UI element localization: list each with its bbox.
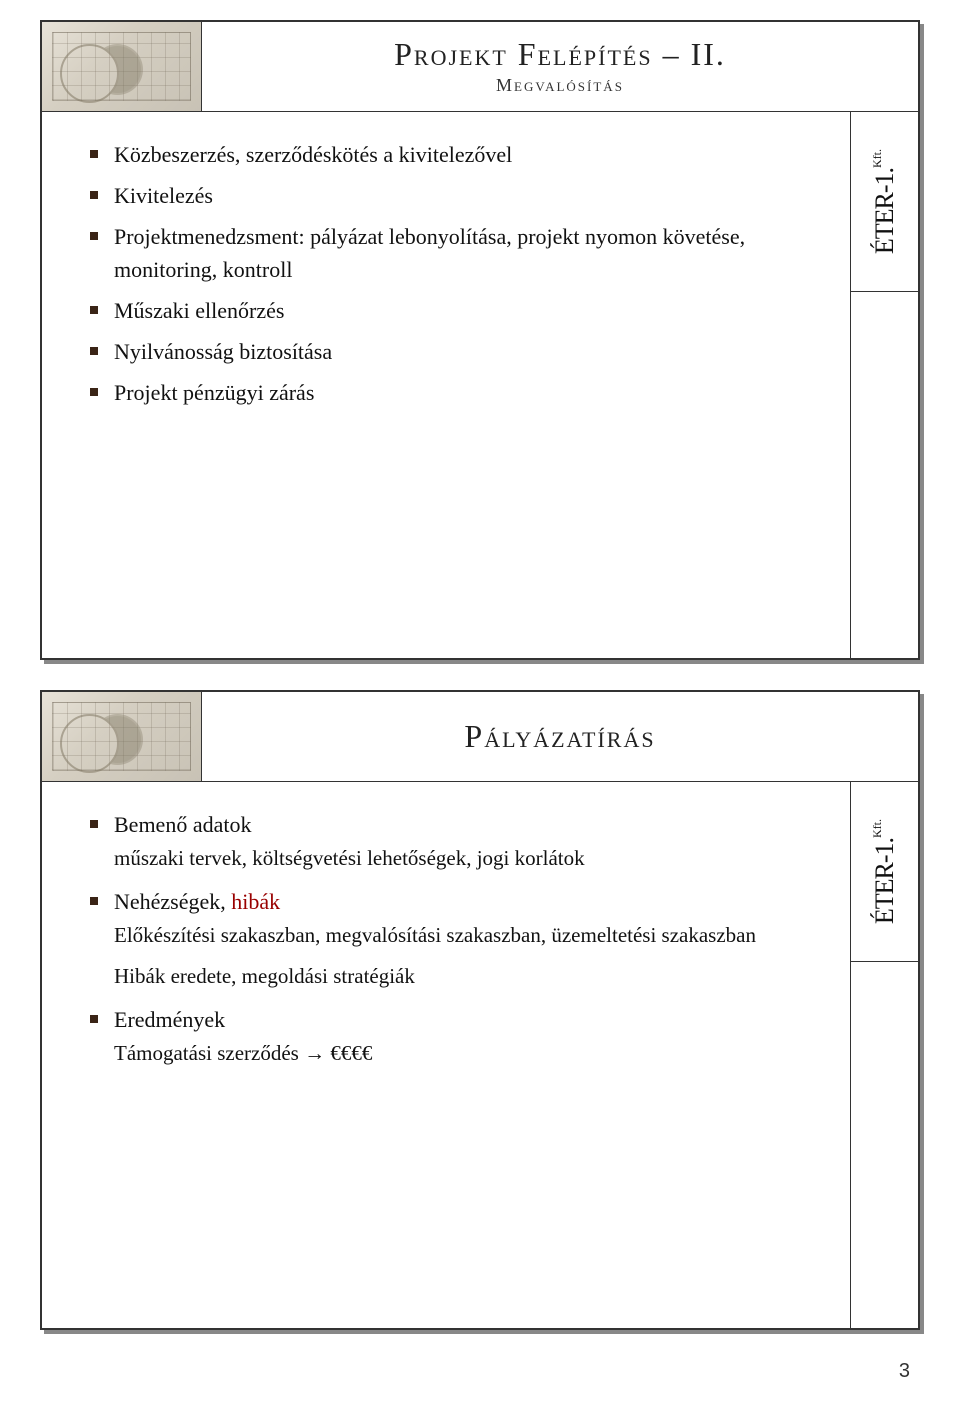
sidebar-spacer [851,962,918,1328]
sub-a: Támogatási szerződés [114,1041,304,1065]
item-label: Eredmények [114,1007,225,1032]
slide2-header: Pályázatírás [42,692,918,782]
slide-2: Pályázatírás Bemenő adatok műszaki terve… [40,690,920,1330]
slide-1: Projekt Felépítés – II. Megvalósítás Köz… [40,20,920,660]
logo-suffix: Kft. [870,819,884,838]
blueprint-thumbnail [42,692,202,781]
slide2-title: Pályázatírás [464,719,655,754]
logo-text: ÉTER-1.Kft. [870,149,900,254]
sub-b: €€€€ [325,1041,372,1065]
slide2-list: Bemenő adatok műszaki tervek, költségvet… [90,808,820,1069]
item-sub: Előkészítési szakaszban, megvalósítási s… [114,920,820,952]
logo-suffix: Kft. [870,149,884,168]
list-item-nehezsegek: Nehézségek, hibák Előkészítési szakaszba… [90,885,820,993]
list-item-bemeno: Bemenő adatok műszaki tervek, költségvet… [90,808,820,875]
list-item: Műszaki ellenőrzés [90,294,820,327]
page-number: 3 [40,1360,920,1383]
logo-text: ÉTER-1.Kft. [870,819,900,924]
slide1-title: Projekt Felépítés – II. [394,37,726,72]
slide2-content: Bemenő adatok műszaki tervek, költségvet… [42,782,850,1328]
sidebar-spacer [851,292,918,658]
list-item: Nyilvánosság biztosítása [90,335,820,368]
slide2-title-block: Pályázatírás [202,692,918,781]
item-sub: Támogatási szerződés → €€€€ [114,1038,820,1070]
item-label-b: hibák [231,889,280,914]
item-sub: Hibák eredete, megoldási stratégiák [114,961,820,993]
list-item: Projektmenedzsment: pályázat lebonyolítá… [90,220,820,286]
slide1-title-block: Projekt Felépítés – II. Megvalósítás [202,22,918,111]
logo-cell: ÉTER-1.Kft. [851,782,918,962]
list-item-eredmenyek: Eredmények Támogatási szerződés → €€€€ [90,1003,820,1070]
slide2-body: Bemenő adatok műszaki tervek, költségvet… [42,782,918,1328]
list-item: Projekt pénzügyi zárás [90,376,820,409]
list-item: Kivitelezés [90,179,820,212]
slide1-content: Közbeszerzés, szerződéskötés a kivitelez… [42,112,850,658]
item-label-a: Nehézségek, [114,889,231,914]
slide1-header: Projekt Felépítés – II. Megvalósítás [42,22,918,112]
item-sub: műszaki tervek, költségvetési lehetősége… [114,843,820,875]
slide2-sidebar: ÉTER-1.Kft. [850,782,918,1328]
slide1-body: Közbeszerzés, szerződéskötés a kivitelez… [42,112,918,658]
logo-main: ÉTER-1. [870,168,899,254]
slide1-list: Közbeszerzés, szerződéskötés a kivitelez… [90,138,820,409]
slide1-subtitle: Megvalósítás [496,75,624,96]
blueprint-thumbnail [42,22,202,111]
arrow-icon: → [304,1042,325,1065]
slide1-sidebar: ÉTER-1.Kft. [850,112,918,658]
item-label: Bemenő adatok [114,812,251,837]
list-item: Közbeszerzés, szerződéskötés a kivitelez… [90,138,820,171]
logo-cell: ÉTER-1.Kft. [851,112,918,292]
logo-main: ÉTER-1. [870,838,899,924]
